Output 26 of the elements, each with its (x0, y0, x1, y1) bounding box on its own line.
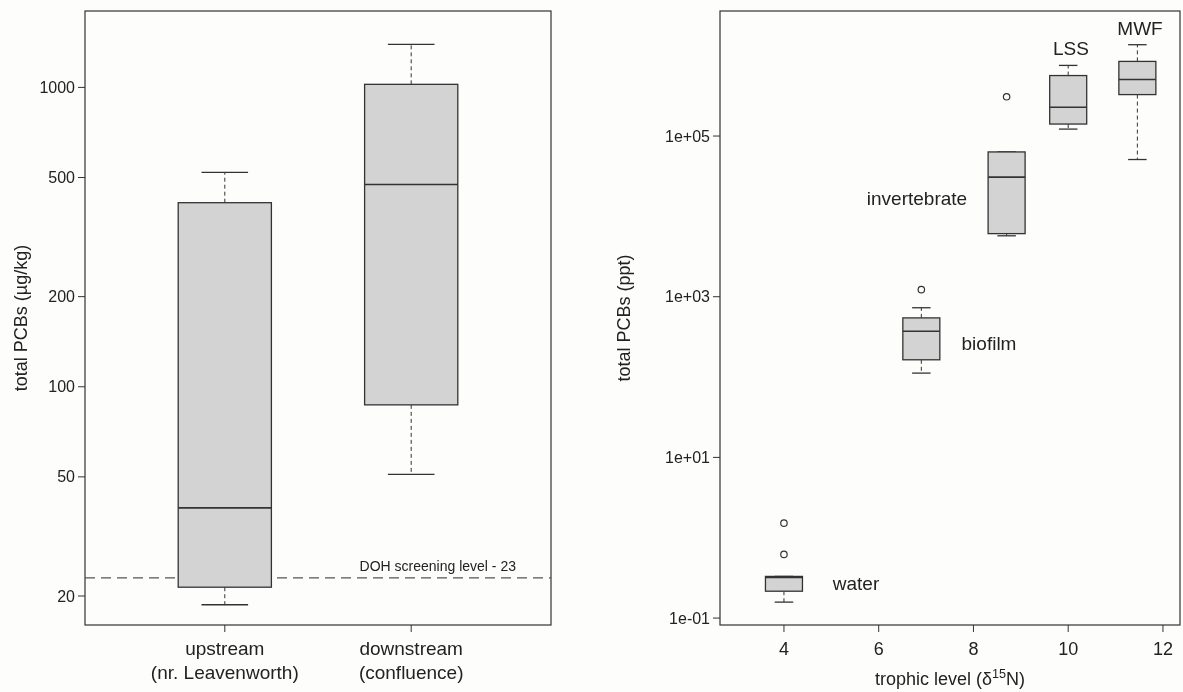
y-tick-label: 1e+01 (665, 449, 711, 466)
y-tick-label: 1e+05 (665, 127, 711, 145)
y-tick-label: 100 (48, 378, 76, 396)
annotation: MWF (1117, 17, 1163, 39)
x-axis-title: trophic level (δ$^{15}$N) (874, 667, 1026, 689)
ref-line-label: DOH screening level - 23 (359, 557, 517, 574)
y-tick-label: 200 (48, 288, 76, 306)
y-tick-label: 20 (57, 587, 76, 605)
x-tick-label: 10 (1058, 639, 1079, 659)
y-tick-label: 1e-01 (669, 609, 711, 627)
x-tick-label: upstream (nr. Leavenworth) (150, 638, 299, 683)
annotation: water (831, 572, 880, 594)
x-tick-label: 12 (1152, 639, 1173, 659)
x-tick-label: downstream (confluence) (358, 638, 464, 683)
y-tick-label: 1000 (39, 79, 76, 97)
y-axis-title: total PCBs (µg/kg) (11, 244, 31, 392)
x-tick-label: 4 (778, 639, 789, 659)
y-axis-title: total PCBs (ppt) (614, 254, 634, 382)
x-tick-label: 8 (968, 639, 979, 659)
y-tick-label: 50 (57, 468, 76, 486)
annotation: LSS (1053, 37, 1089, 59)
y-tick-label: 1e+03 (665, 288, 711, 306)
annotation: biofilm (961, 332, 1017, 354)
y-tick-label: 500 (48, 169, 76, 187)
annotation: invertebrate (866, 187, 968, 209)
x-tick-label: 6 (873, 639, 884, 659)
